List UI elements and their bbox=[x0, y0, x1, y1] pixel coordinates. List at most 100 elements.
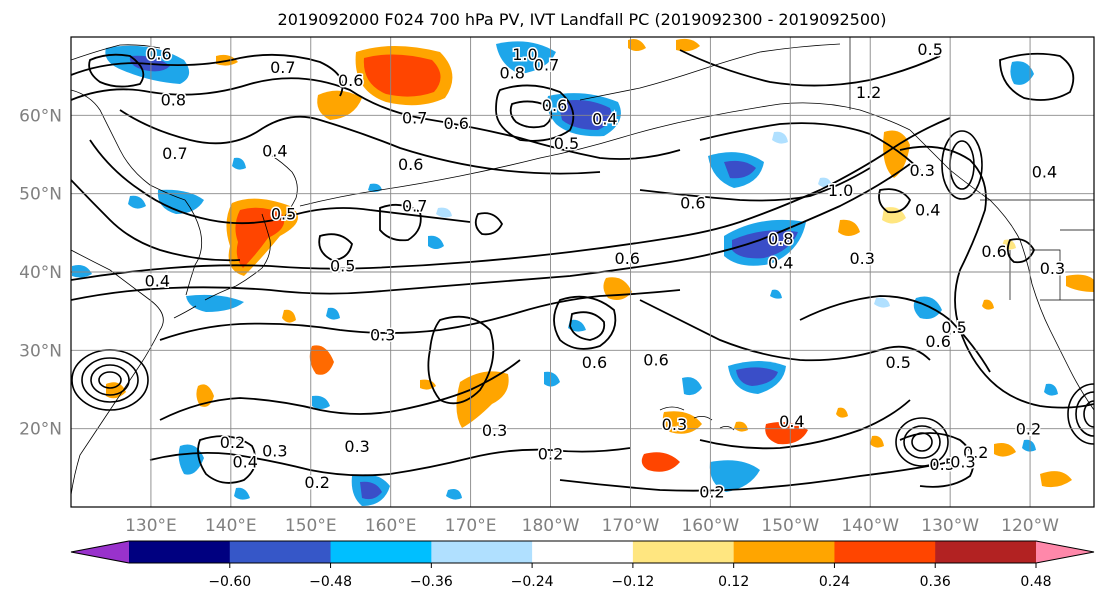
closed-low-contour bbox=[1067, 383, 1094, 445]
contour-label: 1.2 bbox=[856, 83, 881, 102]
pv-contour bbox=[427, 315, 495, 405]
colorbar-segment bbox=[129, 541, 231, 563]
figure-title: 2019092000 F024 700 hPa PV, IVT Landfall… bbox=[278, 10, 887, 29]
pv-negative-area bbox=[1022, 439, 1036, 452]
pv-contour bbox=[1006, 238, 1036, 264]
contour-label: 0.4 bbox=[768, 254, 793, 273]
coastline-asia bbox=[71, 44, 203, 496]
pv-positive-area bbox=[456, 371, 509, 428]
colorbar-extend-high bbox=[1036, 541, 1094, 563]
lon-tick-label: 120°W bbox=[1001, 516, 1059, 536]
lon-tick-label: 150°W bbox=[761, 516, 819, 536]
contour-label: 0.6 bbox=[981, 242, 1006, 261]
pv-contour bbox=[71, 117, 951, 281]
pv-negative-area bbox=[186, 294, 244, 312]
lat-tick-label: 20°N bbox=[19, 420, 62, 440]
pv-positive-area bbox=[317, 90, 362, 120]
contour-label: 0.4 bbox=[262, 142, 287, 161]
lon-tick-label: 180°W bbox=[522, 516, 580, 536]
contour-label: 0.6 bbox=[542, 96, 567, 115]
lon-tick-label: 140°E bbox=[205, 516, 257, 536]
colorbar-extend-low bbox=[71, 541, 129, 563]
lat-tick-label: 60°N bbox=[19, 106, 62, 126]
pv-negative-area bbox=[544, 371, 560, 387]
pv-positive-area bbox=[836, 407, 848, 418]
pv-negative-area bbox=[1010, 61, 1034, 85]
pv-negative-area bbox=[568, 319, 586, 332]
closed-low-contour bbox=[1083, 400, 1094, 428]
colorbar-outline bbox=[70, 540, 1095, 564]
closed-low-contour bbox=[895, 417, 949, 467]
pv-contour bbox=[999, 52, 1075, 101]
lon-tick-label: 130°E bbox=[125, 516, 177, 536]
contour-label: 0.7 bbox=[162, 144, 187, 163]
colorbar-segment bbox=[834, 541, 936, 563]
colorbar-tick-label: 0.12 bbox=[718, 574, 749, 590]
contour-label: 0.8 bbox=[499, 63, 524, 82]
closed-low-contour bbox=[1075, 391, 1094, 437]
pv-contour bbox=[699, 122, 921, 171]
pv-contour bbox=[159, 289, 681, 341]
pv-contour bbox=[88, 53, 145, 88]
pv-positive-area bbox=[282, 309, 296, 323]
lon-tick-label: 150°E bbox=[285, 516, 337, 536]
contour-label: 0.2 bbox=[304, 473, 329, 492]
contour-label: 0.5 bbox=[271, 204, 296, 223]
pv-positive-area bbox=[994, 443, 1016, 457]
pv-positive-area bbox=[1040, 471, 1072, 488]
pv-positive-area bbox=[870, 435, 884, 448]
borders bbox=[849, 37, 1094, 301]
pv-negative-area bbox=[232, 157, 246, 170]
pv-contour bbox=[89, 139, 471, 225]
closed-low-contour bbox=[911, 432, 933, 452]
pv-contour bbox=[679, 49, 941, 87]
pv-contour bbox=[119, 109, 601, 175]
pv-negative-area bbox=[326, 307, 340, 320]
pv-contour bbox=[899, 432, 975, 488]
pv-positive-core bbox=[363, 54, 441, 97]
closed-low-contour bbox=[81, 357, 139, 403]
pv-positive-area bbox=[628, 39, 646, 51]
contour-label: 0.3 bbox=[909, 161, 934, 180]
contour-label: 0.6 bbox=[582, 353, 607, 372]
contour-label: 0.6 bbox=[398, 155, 423, 174]
contour-label: 0.3 bbox=[482, 421, 507, 440]
pv-negative-area bbox=[72, 265, 92, 278]
colorbar-segment bbox=[330, 541, 432, 563]
pv-negative-area bbox=[312, 395, 330, 409]
pv-positive-area bbox=[765, 422, 808, 445]
pv-contour bbox=[149, 447, 631, 477]
lon-tick-labels: 130°E 140°E 150°E 160°E 170°E 180°W 170°W 160°W… bbox=[125, 516, 1059, 536]
pv-contour bbox=[318, 233, 353, 261]
pv-negative-area bbox=[428, 235, 444, 249]
pv-contour bbox=[639, 167, 871, 202]
closed-low-contour bbox=[98, 371, 122, 389]
pv-contour bbox=[379, 203, 422, 242]
pv-contour bbox=[71, 163, 911, 301]
lat-tick-label: 30°N bbox=[19, 341, 62, 361]
contour-label: 0.2 bbox=[220, 433, 245, 452]
contour-label: 0.3 bbox=[262, 442, 287, 461]
pv-negative-area bbox=[770, 289, 782, 299]
pv-contour bbox=[197, 435, 257, 484]
colorbar-tick-label: 0.36 bbox=[920, 574, 951, 590]
pv-negative-core bbox=[724, 160, 756, 179]
colorbar-segment bbox=[632, 541, 735, 563]
pv-contour bbox=[899, 145, 1094, 409]
pv-negative-area bbox=[436, 207, 452, 218]
pv-contour bbox=[559, 461, 951, 492]
lon-tick-label: 130°W bbox=[921, 516, 979, 536]
pv-positive-area bbox=[838, 219, 860, 236]
pv-negative-area bbox=[496, 41, 556, 74]
pv-negative-core bbox=[732, 230, 798, 259]
coastline-japan bbox=[173, 213, 271, 319]
contour-label: 0.5 bbox=[929, 455, 954, 474]
lat-tick-label: 40°N bbox=[19, 263, 62, 283]
lon-tick-label: 160°E bbox=[365, 516, 417, 536]
contour-label: 0.3 bbox=[950, 453, 975, 472]
contour-label: 0.2 bbox=[963, 443, 988, 462]
contour-label: 0.2 bbox=[538, 445, 563, 464]
pv-contour bbox=[878, 188, 912, 214]
contour-label: 0.3 bbox=[850, 249, 875, 268]
